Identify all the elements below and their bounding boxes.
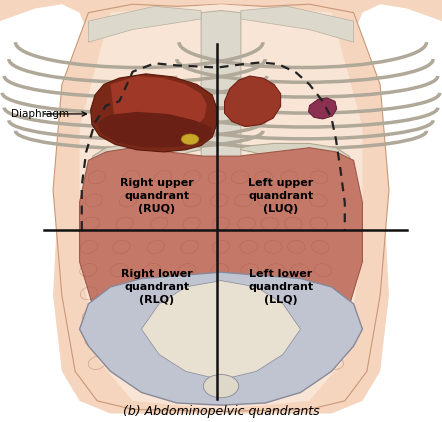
Polygon shape — [241, 6, 354, 42]
Polygon shape — [80, 148, 362, 380]
Polygon shape — [241, 143, 354, 181]
Polygon shape — [141, 281, 301, 380]
Text: Right upper
quandrant
(RUQ): Right upper quandrant (RUQ) — [120, 179, 194, 214]
Polygon shape — [201, 169, 241, 395]
Polygon shape — [97, 112, 212, 148]
Polygon shape — [110, 76, 207, 131]
Polygon shape — [201, 11, 241, 171]
Polygon shape — [309, 98, 337, 119]
Polygon shape — [53, 4, 389, 411]
Polygon shape — [80, 272, 362, 405]
Polygon shape — [88, 143, 201, 181]
Text: Right lower
quandrant
(RLQ): Right lower quandrant (RLQ) — [121, 269, 193, 305]
Polygon shape — [91, 74, 217, 152]
Polygon shape — [88, 6, 201, 42]
Text: Diaphragm: Diaphragm — [11, 109, 69, 119]
Polygon shape — [80, 4, 362, 409]
Ellipse shape — [203, 375, 239, 398]
Text: Left upper
quandrant
(LUQ): Left upper quandrant (LUQ) — [248, 179, 313, 214]
Ellipse shape — [181, 134, 199, 144]
Polygon shape — [225, 76, 281, 127]
Text: Left lower
quandrant
(LLQ): Left lower quandrant (LLQ) — [248, 269, 313, 305]
Text: (b) Abdominopelvic quandrants: (b) Abdominopelvic quandrants — [123, 405, 319, 418]
